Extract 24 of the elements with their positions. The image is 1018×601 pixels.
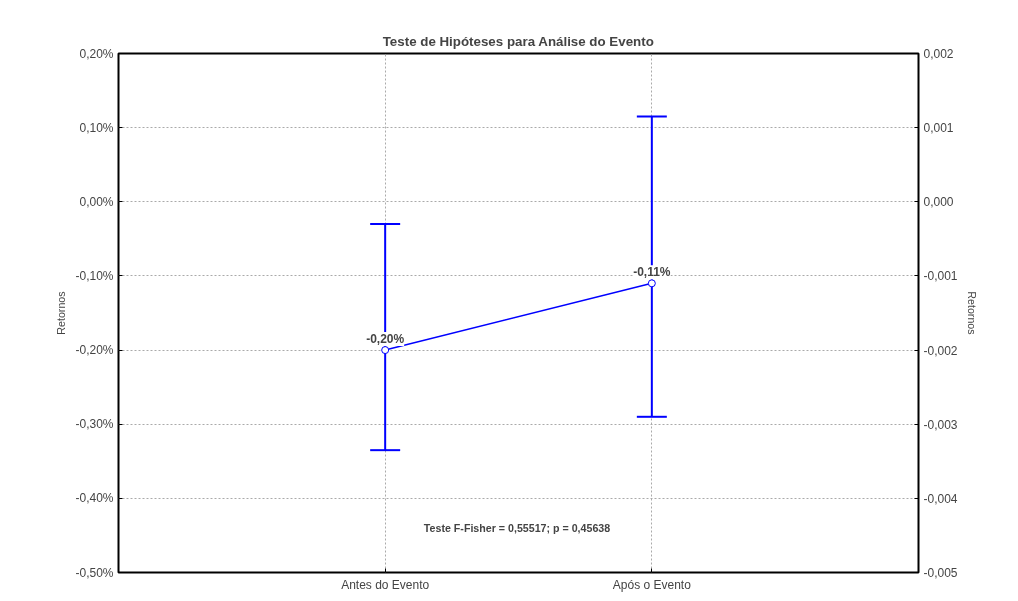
x-tick-label: Antes do Evento bbox=[341, 577, 430, 592]
y-tick-label: 0,10% bbox=[79, 120, 114, 135]
annotation: Teste F-Fisher = 0,55517; p = 0,45638 bbox=[423, 521, 611, 534]
y2-tick-label: -0,005 bbox=[923, 566, 958, 580]
x-tick-label: Após o Evento bbox=[612, 577, 692, 592]
y-tick-label: 0,20% bbox=[79, 46, 114, 61]
chart-title: Teste de Hipóteses para Análise do Evento bbox=[382, 33, 654, 49]
y2-tick-label: -0,002 bbox=[923, 343, 958, 358]
y-tick-label: -0,30% bbox=[75, 417, 114, 432]
data-label: -0,20% bbox=[366, 332, 405, 347]
y2-axis-title: Retornos bbox=[965, 291, 978, 335]
y2-tick-label: -0,001 bbox=[923, 269, 958, 284]
y2-tick-label: 0,002 bbox=[923, 47, 954, 61]
y2-tick-label: -0,004 bbox=[923, 491, 958, 506]
data-label: -0,11% bbox=[633, 265, 671, 280]
y2-tick-label: 0,000 bbox=[923, 195, 954, 210]
y2-tick-label: 0,001 bbox=[923, 121, 954, 136]
y-tick-label: 0,00% bbox=[79, 194, 114, 209]
y-tick-label: -0,10% bbox=[75, 268, 114, 283]
y2-tick-label: -0,003 bbox=[923, 417, 958, 432]
y-tick-label: -0,20% bbox=[75, 343, 114, 358]
y-axis-title: Retornos bbox=[55, 291, 68, 335]
y-tick-label: -0,40% bbox=[75, 491, 114, 506]
y-tick-label: -0,50% bbox=[75, 565, 114, 580]
